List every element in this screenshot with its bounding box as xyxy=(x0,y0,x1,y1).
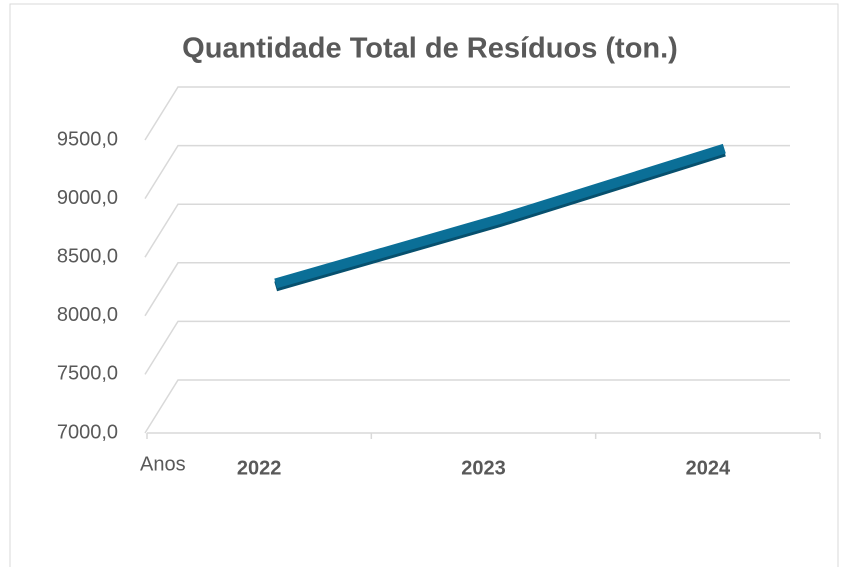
series-line xyxy=(274,143,726,289)
y-tick-label: 7000,0 xyxy=(57,421,118,443)
y-tick-label: 9500,0 xyxy=(57,128,118,150)
y-tick-label: 7500,0 xyxy=(57,363,118,385)
grid-line xyxy=(144,203,790,258)
x-axis-title: Anos xyxy=(140,453,186,475)
grid-line xyxy=(144,144,790,199)
x-tick-label: 2024 xyxy=(686,457,731,479)
chart-title: Quantidade Total de Resíduos (ton.) xyxy=(182,33,678,65)
y-tick-label: 9000,0 xyxy=(57,187,118,209)
x-tick-label: 2022 xyxy=(237,457,282,479)
y-tick-label: 8500,0 xyxy=(57,245,118,267)
grid-line xyxy=(144,379,790,434)
grid-line xyxy=(144,86,790,141)
chart-area xyxy=(9,3,839,567)
y-tick-label: 8000,0 xyxy=(57,304,118,326)
grid-line xyxy=(144,320,790,375)
x-tick-label: 2023 xyxy=(461,457,506,479)
grid-line xyxy=(144,262,790,317)
